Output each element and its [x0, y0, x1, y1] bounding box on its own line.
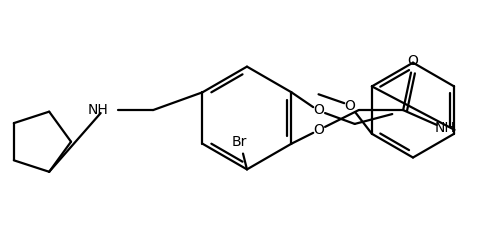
Text: O: O	[314, 103, 325, 117]
Text: NH: NH	[434, 121, 455, 135]
Text: O: O	[345, 99, 356, 113]
Text: Br: Br	[231, 135, 247, 149]
Text: O: O	[314, 123, 325, 137]
Text: O: O	[407, 54, 418, 68]
Text: NH: NH	[88, 103, 108, 117]
